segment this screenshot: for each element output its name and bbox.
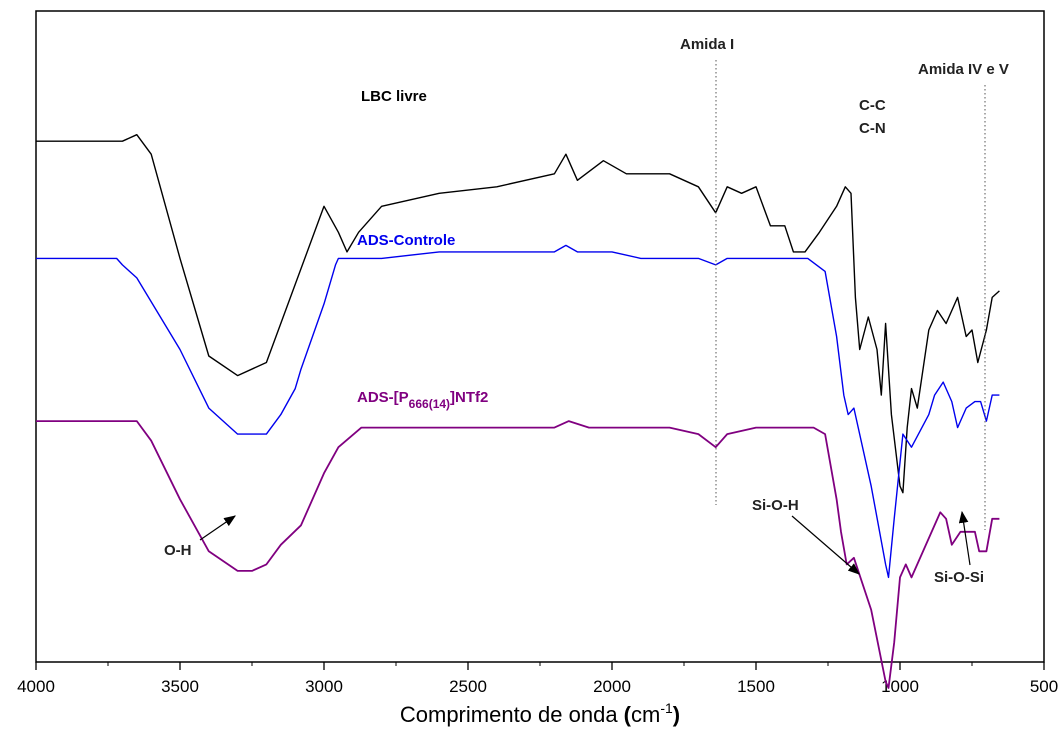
series-layer — [36, 134, 1000, 689]
x-tick-label: 4000 — [17, 677, 55, 696]
series-label-ads-il: ADS-[P666(14)]NTf2 — [357, 389, 488, 411]
x-tick-label: 3500 — [161, 677, 199, 696]
arrow-si-o-h — [791, 515, 860, 575]
annotation-si-o-h: Si-O-H — [752, 497, 799, 514]
x-tick-label: 1500 — [737, 677, 775, 696]
series-line-1 — [36, 244, 1000, 579]
x-axis: 4000 3500 3000 2500 2000 1500 1000 500 — [17, 662, 1058, 696]
x-tick-label: 1000 — [881, 677, 919, 696]
annotation-c-n: C-N — [859, 120, 886, 137]
series-line-0 — [36, 134, 1000, 494]
series-line-2 — [36, 420, 1000, 689]
annotation-amida-i: Amida I — [680, 36, 734, 53]
series-label-lbc: LBC livre — [361, 88, 427, 105]
series-label-ads-controle: ADS-Controle — [357, 232, 455, 249]
annotation-amida-iv-v: Amida IV e V — [918, 61, 1009, 78]
x-tick-label: 3000 — [305, 677, 343, 696]
x-tick-label: 2500 — [449, 677, 487, 696]
annotation-si-o-si: Si-O-Si — [934, 569, 984, 586]
plot-frame — [35, 10, 1045, 663]
x-tick-label: 500 — [1030, 677, 1058, 696]
x-tick-label: 2000 — [593, 677, 631, 696]
x-axis-title: Comprimento de onda (cm-1) — [400, 700, 680, 727]
arrow-o-h — [199, 515, 236, 541]
arrow-si-o-si — [958, 510, 971, 566]
annotation-c-c: C-C — [859, 97, 886, 114]
annotation-o-h: O-H — [164, 542, 192, 559]
